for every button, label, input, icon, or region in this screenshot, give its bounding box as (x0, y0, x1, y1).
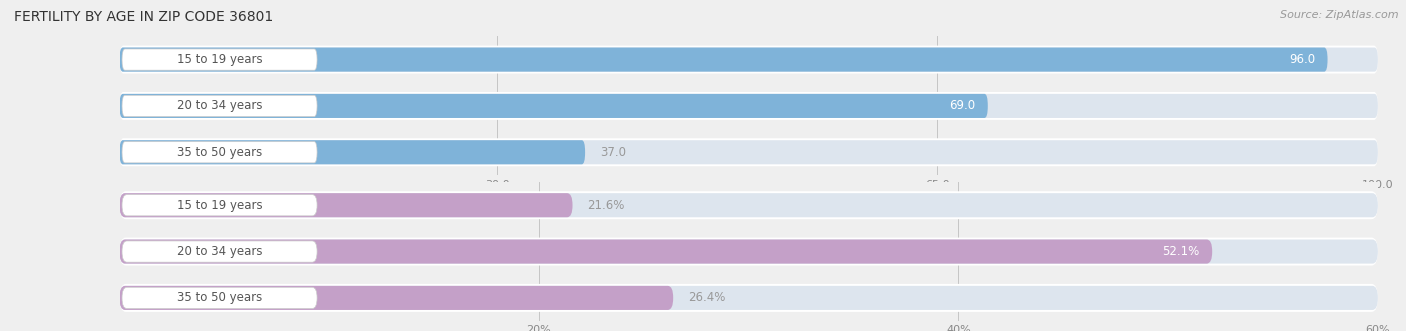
Text: FERTILITY BY AGE IN ZIP CODE 36801: FERTILITY BY AGE IN ZIP CODE 36801 (14, 10, 273, 24)
Text: 52.1%: 52.1% (1163, 245, 1199, 258)
Text: 69.0: 69.0 (949, 99, 976, 113)
FancyBboxPatch shape (120, 140, 585, 164)
FancyBboxPatch shape (122, 142, 318, 163)
Text: 20 to 34 years: 20 to 34 years (177, 245, 263, 258)
FancyBboxPatch shape (122, 95, 318, 117)
FancyBboxPatch shape (120, 284, 1378, 312)
FancyBboxPatch shape (120, 48, 1327, 71)
FancyBboxPatch shape (120, 138, 1378, 166)
FancyBboxPatch shape (120, 140, 1378, 164)
FancyBboxPatch shape (120, 92, 1378, 120)
Text: 96.0: 96.0 (1289, 53, 1315, 66)
FancyBboxPatch shape (120, 238, 1378, 265)
FancyBboxPatch shape (120, 191, 1378, 219)
FancyBboxPatch shape (120, 193, 1378, 217)
FancyBboxPatch shape (120, 286, 1378, 310)
Text: Source: ZipAtlas.com: Source: ZipAtlas.com (1281, 10, 1399, 20)
FancyBboxPatch shape (120, 193, 572, 217)
FancyBboxPatch shape (120, 240, 1378, 263)
FancyBboxPatch shape (122, 287, 318, 308)
FancyBboxPatch shape (120, 94, 988, 118)
Text: 20 to 34 years: 20 to 34 years (177, 99, 263, 113)
FancyBboxPatch shape (122, 49, 318, 70)
Text: 15 to 19 years: 15 to 19 years (177, 199, 263, 212)
FancyBboxPatch shape (122, 195, 318, 216)
Text: 35 to 50 years: 35 to 50 years (177, 291, 262, 305)
FancyBboxPatch shape (120, 48, 1378, 71)
Text: 21.6%: 21.6% (588, 199, 626, 212)
Text: 26.4%: 26.4% (689, 291, 725, 305)
FancyBboxPatch shape (120, 46, 1378, 73)
FancyBboxPatch shape (120, 286, 673, 310)
FancyBboxPatch shape (120, 94, 1378, 118)
Text: 37.0: 37.0 (600, 146, 626, 159)
FancyBboxPatch shape (120, 240, 1212, 263)
Text: 15 to 19 years: 15 to 19 years (177, 53, 263, 66)
FancyBboxPatch shape (122, 241, 318, 262)
Text: 35 to 50 years: 35 to 50 years (177, 146, 262, 159)
